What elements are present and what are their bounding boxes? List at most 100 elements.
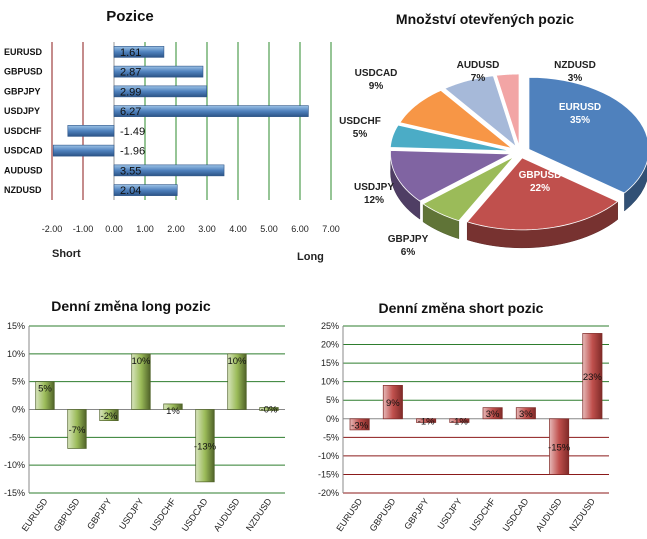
y-tick-label: 25% bbox=[321, 321, 339, 331]
bar-gbpusd bbox=[67, 409, 87, 449]
pie-value-usdchf: 5% bbox=[353, 129, 368, 140]
x-tick-label-audusd: AUDUSD bbox=[212, 496, 242, 533]
data-label-gbpjpy: -1% bbox=[418, 417, 435, 428]
pie-slice-gbpusd bbox=[466, 157, 619, 231]
pie-title: Množství otevřených pozic bbox=[396, 11, 574, 27]
long-change-chart: -15% -10% -5% 0% 5% 10% 15% 5% EURUSD -7% GBPUSD -2… bbox=[4, 321, 285, 533]
x-tick-label-gbpusd: GBPUSD bbox=[52, 496, 82, 533]
bar-nzdusd bbox=[113, 184, 178, 196]
x-tick-label: 6.00 bbox=[291, 224, 309, 234]
short-change-title: Denní změna short pozic bbox=[379, 300, 544, 316]
x-tick-label: 0.00 bbox=[105, 224, 123, 234]
pozice-title: Pozice bbox=[106, 8, 154, 25]
data-label-eurusd: 1.61 bbox=[120, 47, 141, 59]
bar-usdjpy bbox=[113, 105, 309, 117]
y-tick-label: 5% bbox=[326, 395, 339, 405]
y-tick-label: -5% bbox=[9, 432, 25, 442]
y-tick-label: -5% bbox=[323, 432, 339, 442]
x-tick-label: 7.00 bbox=[322, 224, 340, 234]
pie-label-audusd: AUDUSD bbox=[457, 60, 500, 71]
data-label-usdcad: -13% bbox=[194, 442, 217, 453]
data-label-usdchf: 1% bbox=[166, 406, 180, 417]
pie-label-gbpusd: GBPUSD bbox=[519, 170, 562, 181]
data-label-gbpusd: 2.87 bbox=[120, 67, 141, 79]
x-tick-label-audusd: AUDUSD bbox=[534, 496, 564, 533]
y-tick-label: -10% bbox=[4, 460, 25, 470]
bar-usdchf bbox=[163, 403, 183, 410]
x-tick-label: 2.00 bbox=[167, 224, 185, 234]
x-tick-label-gbpusd: GBPUSD bbox=[368, 496, 398, 533]
pozice-chart: -2.00 -1.00 0.00 1.00 2.00 3.00 4.00 5.00 6.00 7.… bbox=[4, 42, 340, 234]
pie-value-usdjpy: 12% bbox=[364, 195, 384, 206]
category-label-eurusd: EURUSD bbox=[4, 47, 43, 57]
category-label-nzdusd: NZDUSD bbox=[4, 185, 42, 195]
bar-usdjpy bbox=[449, 418, 470, 423]
bar-nzdusd bbox=[259, 407, 279, 411]
y-tick-label: -20% bbox=[318, 488, 339, 498]
x-tick-label-usdcad: USDCAD bbox=[180, 496, 210, 533]
data-label-gbpusd: -7% bbox=[69, 425, 86, 436]
x-tick-label: 4.00 bbox=[229, 224, 247, 234]
pie-value-gbpusd: 22% bbox=[530, 183, 550, 194]
pie-value-usdcad: 9% bbox=[369, 81, 384, 92]
bar-eurusd bbox=[113, 46, 165, 58]
pie-slice-usdcad bbox=[399, 89, 513, 149]
x-tick-label-nzdusd: NZDUSD bbox=[567, 496, 597, 533]
x-tick-label: 5.00 bbox=[260, 224, 278, 234]
x-tick-label-usdchf: USDCHF bbox=[468, 496, 498, 533]
data-label-usdchf: -1.49 bbox=[120, 126, 145, 138]
data-label-eurusd: -3% bbox=[351, 420, 368, 431]
pie-slice-usdjpy bbox=[390, 150, 513, 202]
long-label: Long bbox=[297, 251, 324, 263]
long-change-title: Denní změna long pozic bbox=[51, 298, 211, 314]
pie-slice-gbpjpy bbox=[422, 156, 515, 222]
short-change-chart: -20% -15% -10% -5% 0% 5% 10% 15% 20% 25% -3% EURUSD… bbox=[318, 321, 609, 533]
bar-usdchf bbox=[482, 407, 503, 420]
bar-gbpjpy bbox=[113, 85, 207, 98]
y-tick-label: 10% bbox=[321, 377, 339, 387]
pie-slice-nzdusd bbox=[495, 73, 520, 147]
bar-gbpusd bbox=[382, 385, 403, 420]
x-tick-label-gbpjpy: GBPJPY bbox=[85, 496, 114, 531]
category-label-usdcad: USDCAD bbox=[4, 146, 43, 156]
pie-value-eurusd: 35% bbox=[570, 115, 590, 126]
category-label-audusd: AUDUSD bbox=[4, 165, 43, 175]
x-tick-label-usdjpy: USDJPY bbox=[435, 496, 464, 531]
data-label-usdcad: 3% bbox=[519, 409, 533, 420]
category-label-usdchf: USDCHF bbox=[4, 126, 42, 136]
data-label-gbpusd: 9% bbox=[386, 398, 400, 409]
bar-usdcad bbox=[195, 409, 215, 483]
data-label-usdjpy: 6.27 bbox=[120, 106, 141, 118]
y-tick-label: 0% bbox=[12, 405, 25, 415]
data-label-gbpjpy: 2.99 bbox=[120, 86, 141, 98]
x-tick-label-usdchf: USDCHF bbox=[148, 496, 178, 533]
x-tick-label-eurusd: EURUSD bbox=[334, 496, 364, 533]
data-label-nzdusd: 23% bbox=[583, 372, 603, 383]
category-label-gbpjpy: GBPJPY bbox=[4, 86, 41, 96]
pie-value-audusd: 7% bbox=[471, 73, 486, 84]
data-label-usdcad: -1.96 bbox=[120, 146, 145, 158]
bar-nzdusd bbox=[582, 333, 603, 420]
data-label-audusd: 3.55 bbox=[120, 165, 141, 177]
x-tick-label-eurusd: EURUSD bbox=[20, 496, 50, 533]
bar-audusd bbox=[549, 418, 570, 475]
data-label-eurusd: 5% bbox=[38, 384, 52, 395]
x-tick-label: -1.00 bbox=[73, 224, 94, 234]
pie-slice-usdchf bbox=[389, 124, 511, 152]
pie-slice-audusd bbox=[444, 75, 517, 148]
category-label-usdjpy: USDJPY bbox=[4, 106, 40, 116]
data-label-gbpjpy: -2% bbox=[101, 411, 118, 422]
x-tick-label-usdcad: USDCAD bbox=[501, 496, 531, 533]
x-tick-label-gbpjpy: GBPJPY bbox=[402, 496, 431, 531]
bar-usdcad bbox=[52, 144, 115, 157]
pie-slice-eurusd bbox=[528, 76, 647, 194]
y-tick-label: 15% bbox=[321, 358, 339, 368]
pie-value-gbpjpy: 6% bbox=[401, 247, 416, 258]
y-tick-label: 15% bbox=[7, 321, 25, 331]
data-label-audusd: 10% bbox=[227, 356, 247, 367]
pie-label-gbpjpy: GBPJPY bbox=[388, 234, 429, 245]
x-tick-label: 3.00 bbox=[198, 224, 216, 234]
y-tick-label: -15% bbox=[318, 469, 339, 479]
pie-label-usdchf: USDCHF bbox=[339, 116, 381, 127]
